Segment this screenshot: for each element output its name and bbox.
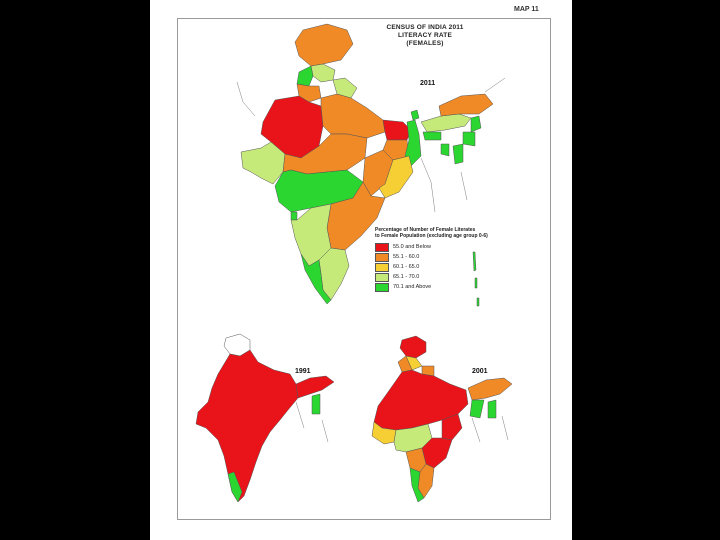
legend-title-line-1: Percentage of Number of Female Literates — [375, 227, 476, 233]
region-mizoram-2001 — [487, 399, 497, 419]
region-mizoram-1991 — [311, 393, 321, 415]
region-kerala-1991 — [227, 471, 243, 503]
state-punjab — [296, 65, 314, 87]
state-assam — [420, 113, 472, 133]
legend-label: 55.1 - 60.0 — [393, 254, 420, 260]
region-india-1991 — [195, 349, 299, 503]
neighbor-border-1991 — [295, 401, 329, 443]
state-mizoram — [452, 143, 464, 165]
state-gujarat — [240, 141, 286, 185]
legend-swatch — [375, 252, 389, 262]
legend-swatch — [375, 282, 389, 292]
main-map-year: 2011 — [420, 80, 436, 87]
main-map-2011 — [236, 23, 506, 307]
region-kerala-2001 — [409, 467, 425, 503]
legend-item: 55.1 - 60.0 — [375, 252, 515, 262]
state-uttarakhand — [332, 77, 358, 99]
legend-swatch — [375, 262, 389, 272]
region-northeast-1991 — [295, 375, 335, 399]
legend: Percentage of Number of Female Literates… — [375, 227, 515, 292]
inset-map-2001 — [371, 335, 513, 503]
legend-item: 65.1 - 70.0 — [375, 272, 515, 282]
title-line-1: CENSUS OF INDIA 2011 — [386, 24, 464, 31]
state-sikkim — [410, 109, 420, 121]
region-odisha-2001 — [441, 413, 463, 441]
state-kerala — [300, 253, 332, 305]
map-sheet-frame — [177, 18, 551, 520]
inset-map-1991 — [195, 333, 335, 503]
inset-map-year-2001: 2001 — [472, 368, 488, 375]
state-himachal — [310, 63, 336, 83]
state-rajasthan — [260, 95, 324, 159]
legend-label: 65.1 - 70.0 — [393, 274, 420, 280]
state-goa — [290, 211, 298, 221]
legend-item: 55.0 and Below — [375, 242, 515, 252]
legend-title: Percentage of Number of Female Literates… — [375, 227, 515, 239]
state-nagaland — [470, 115, 482, 133]
legend-label: 55.0 and Below — [393, 244, 431, 250]
legend-swatch — [375, 272, 389, 282]
state-bihar — [382, 119, 412, 141]
region-west-bengal-2001 — [469, 399, 485, 419]
map-title: CENSUS OF INDIA 2011 LITERACY RATE (FEMA… — [360, 24, 490, 48]
map-page: MAP 11 CENSUS OF INDIA 2011 LITERACY RAT… — [150, 0, 572, 540]
inset-map-year-1991: 1991 — [295, 368, 311, 375]
andaman-nicobar-islands — [472, 251, 480, 307]
legend-item: 70.1 and Above — [375, 282, 515, 292]
state-uttar-pradesh — [320, 93, 386, 139]
state-west-bengal — [404, 119, 422, 167]
map-number: MAP 11 — [514, 6, 539, 13]
state-tripura — [440, 143, 450, 157]
state-meghalaya — [422, 131, 442, 141]
state-manipur — [462, 131, 476, 147]
state-odisha — [378, 155, 414, 199]
region-northeast-2001 — [467, 377, 513, 401]
state-arunachal — [438, 93, 494, 117]
title-line-2: LITERACY RATE — [397, 32, 452, 39]
legend-label: 60.1 - 65.0 — [393, 264, 420, 270]
neighbor-border — [236, 77, 506, 213]
region-jammu-kashmir-2001 — [399, 335, 427, 359]
legend-title-line-2: to Female Population (excluding age grou… — [375, 233, 488, 239]
title-line-3: (FEMALES) — [406, 40, 444, 47]
neighbor-border-2001 — [471, 415, 509, 443]
legend-item: 60.1 - 65.0 — [375, 262, 515, 272]
state-jammu-kashmir — [294, 23, 354, 67]
legend-swatch — [375, 242, 389, 252]
legend-label: 70.1 and Above — [393, 284, 432, 290]
